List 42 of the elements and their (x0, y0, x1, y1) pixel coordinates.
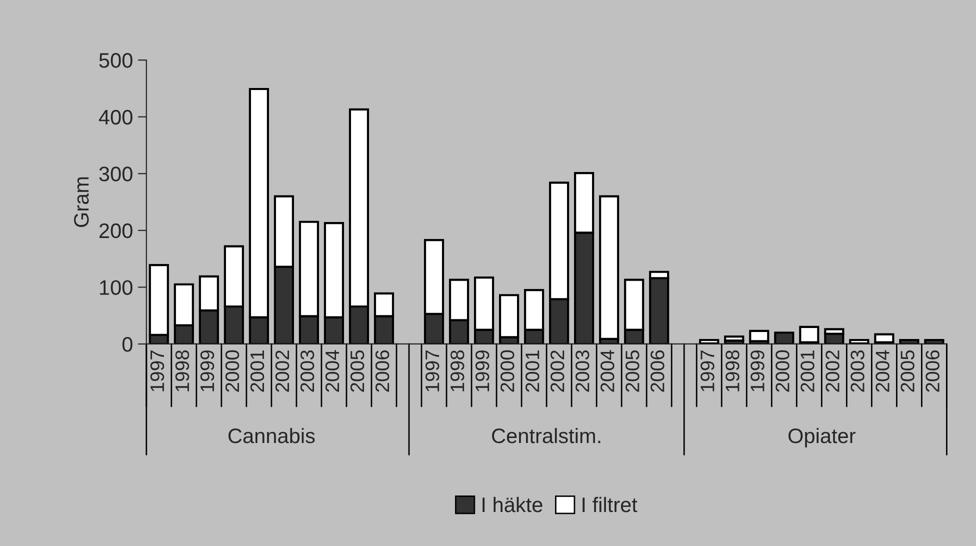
x-tick-label: 2004 (600, 350, 614, 392)
x-tick-label: 2004 (876, 350, 890, 392)
x-tick-label: 1999 (200, 350, 214, 392)
text: Opiater (788, 428, 856, 448)
x-tick-label: 2000 (776, 350, 790, 392)
legend-label: I filtret (582, 496, 638, 512)
text: Cannabis (228, 428, 315, 444)
y-tick-label: 0 (122, 336, 132, 352)
y-tick-label: 300 (99, 166, 132, 182)
y-tick-label: 400 (98, 110, 132, 125)
x-tick-label: 2002 (275, 350, 290, 392)
x-tick-label: 1997 (700, 350, 714, 392)
x-tick-label: 1999 (750, 350, 764, 392)
legend-label: I häkte (482, 496, 542, 512)
x-tick-label: 2006 (650, 350, 664, 392)
x-tick-label: 2004 (325, 350, 340, 392)
x-tick-label: 1998 (450, 350, 464, 392)
x-tick-label: 1997 (425, 350, 440, 392)
x-tick-label: 2002 (826, 350, 840, 392)
y-axis-title: Gram (74, 177, 89, 228)
y-tick-label: 500 (99, 53, 132, 68)
x-tick-label: 2005 (626, 350, 640, 392)
x-tick-label: 2000 (500, 350, 514, 392)
x-tick-label: 2003 (300, 350, 314, 392)
x-tick-label: 2005 (350, 350, 364, 392)
y-tick-label: 100 (100, 280, 132, 295)
x-tick-label: 2006 (375, 350, 390, 392)
x-tick-label: 2005 (900, 350, 914, 392)
x-tick-label: 2001 (250, 350, 264, 392)
y-tick-label: 200 (100, 223, 132, 238)
text: Centralstim. (492, 428, 600, 444)
x-tick-label: 2001 (526, 350, 540, 392)
x-tick-label: 1999 (475, 350, 490, 392)
x-tick-label: 1998 (726, 350, 740, 392)
x-tick-label: 1997 (150, 350, 164, 392)
x-tick-label: 2003 (576, 350, 590, 392)
x-tick-label: 2006 (926, 350, 940, 392)
x-tick-label: 2003 (850, 350, 864, 392)
x-tick-label: 1998 (175, 350, 190, 392)
x-tick-label: 2000 (225, 350, 240, 392)
x-tick-label: 2001 (800, 350, 814, 392)
x-tick-label: 2002 (550, 350, 564, 392)
